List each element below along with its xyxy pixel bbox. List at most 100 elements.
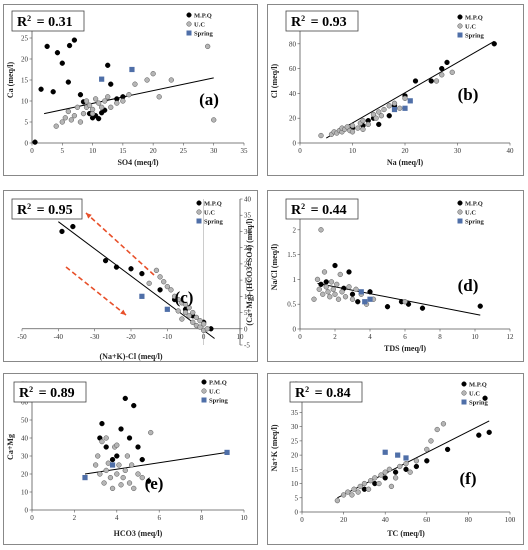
y-tick-label: 5 [295,494,299,502]
data-point-circle [135,444,141,450]
data-point-circle [344,124,350,130]
x-tick-label: 15 [119,147,127,155]
y-tick-label: 15 [291,466,299,474]
y-tick-label: 0 [244,325,248,333]
data-point-circle [139,270,145,277]
r2-box: R2 = 0.93 [285,10,359,32]
data-point-circle [114,442,120,448]
data-point-circle [378,113,385,119]
legend-marker [196,209,202,215]
x-tick-label: -30 [90,333,100,341]
data-point-circle [384,304,391,310]
data-point-circle [128,462,135,468]
data-point-square [362,299,368,305]
r2-frame [11,10,85,32]
data-point-circle [89,110,96,117]
series-circle-grey [146,267,210,334]
r2-frame [285,10,359,32]
x-tick-label: -50 [17,333,27,341]
r2-frame [285,198,359,220]
r2-text: R2 = 0.44 [291,202,347,218]
x-tick-label: 25 [180,147,188,155]
data-point-circle [107,474,114,481]
data-point-circle [335,296,342,302]
series-circle-grey [53,43,217,129]
data-point-circle [355,125,361,131]
legend: M.P.Q U.C Spring [196,200,224,225]
y-tick-label: 2 [293,226,297,234]
data-point-circle [186,305,192,311]
x-tick-label: 30 [454,147,462,155]
y-tick-label: 60 [21,399,29,407]
data-point-circle [376,480,382,487]
legend-label: Spring [469,399,489,406]
data-point-circle [397,105,403,111]
panel-label: (e) [145,474,164,493]
y-axis-label: Na/Cl (meq/l) [270,243,279,290]
data-point-circle [444,59,450,66]
x-tick-label: -40 [54,333,64,341]
data-point-circle [328,279,335,285]
x-tick-label: 100 [505,516,516,524]
data-point-circle [175,308,181,314]
chart-panel-c: -50 -40 -30 -20 -10 0 10 -5 0 5 10 15 20 25 30 35 40 (Na+… [3,190,258,362]
data-point-circle [171,293,178,299]
data-point-circle [334,497,341,504]
data-point-circle [428,78,434,84]
data-point-circle [340,492,347,498]
data-point-circle [66,42,73,49]
x-tick-label: 6 [403,333,407,341]
data-point-circle [175,296,181,303]
data-point-circle [157,274,163,280]
legend-marker [457,32,463,38]
data-point-circle [97,471,103,477]
data-point-circle [403,466,409,472]
data-point-circle [201,321,207,327]
data-point-circle [92,96,99,102]
y-tick-label: 20 [244,260,252,268]
legend-marker [201,397,207,403]
data-point-circle [135,471,141,477]
x-tick-label: 40 [382,516,390,524]
data-point-circle [392,469,399,475]
series-square-blue [82,449,230,481]
legend-label: U.C [194,21,205,28]
data-point-circle [139,456,145,463]
data-point-circle [99,104,105,110]
data-point-square [403,455,409,461]
data-point-circle [349,122,356,129]
legend-label: U.C [465,23,476,30]
data-point-square [139,293,145,299]
x-tick-label: 0 [298,333,302,341]
r2-text: R2 = 0.95 [17,202,73,218]
legend-label: M.P.Q [465,14,483,21]
y-tick-label: 40 [244,196,252,204]
data-point-circle [144,77,150,83]
data-point-circle [113,264,120,270]
data-point-circle [353,286,359,292]
r2-box: R2 = 0.31 [11,10,85,32]
series-circle-grey [318,69,455,139]
data-point-circle [482,395,488,401]
y-tick-label: 10 [291,480,299,488]
x-tick-label: 10 [241,514,249,522]
data-point-circle [74,104,81,110]
chart-svg-b: 010203040020406080100Na (meq/l)Cl (meq/l… [270,10,514,167]
data-point-circle [311,296,317,302]
y-tick-label: 40 [289,90,297,98]
chart-svg-c: -50 -40 -30 -20 -10 0 10-50510152025303540(Na+… [11,196,254,361]
x-tick-label: 5 [61,147,65,155]
chart-panel-e: 0246810010203040506070HCO3 (meq/l)Ca+MgR… [3,373,258,545]
data-point-circle [439,65,445,72]
data-point-circle [114,453,120,459]
data-point-circle [386,113,392,119]
data-point-circle [105,94,111,100]
data-point-circle [126,92,132,98]
data-point-circle [103,467,109,474]
data-point-circle [314,276,321,283]
dashed-arrow [65,266,127,316]
data-point-circle [205,43,211,50]
x-tick-label: 10 [472,333,480,341]
x-axis-label: Na (meq/l) [387,158,424,167]
legend: M.P.Q U.C Spring [457,14,485,39]
